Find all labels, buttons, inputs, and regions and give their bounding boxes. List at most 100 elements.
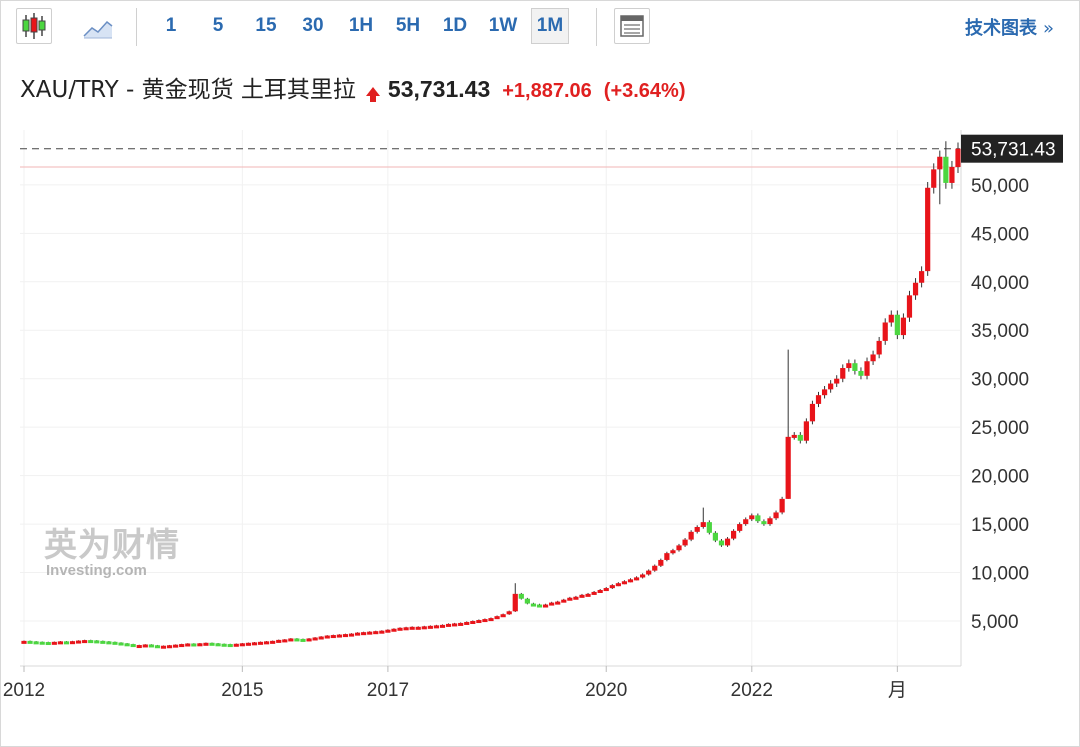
candle-body [779,498,785,513]
candle-body [591,591,597,595]
y-tick-label: 50,000 [971,176,1029,197]
candle-body [518,593,524,599]
y-tick-label: 15,000 [971,515,1029,536]
candle-body [336,634,342,638]
candle-body [482,619,488,623]
candle-body [27,640,33,644]
candle-body [330,635,336,639]
timeframe-button-15[interactable]: 15 [255,15,277,36]
candle-body [276,639,282,643]
candle-body [215,643,221,647]
x-tick-label: 2012 [3,680,45,701]
last-price-label: 53,731.43 [971,140,1056,161]
candle-body [858,370,864,376]
candle-body [464,621,470,625]
candle-body [373,631,379,635]
candle-body [166,645,173,649]
candle-body [63,641,70,645]
candle-body [870,354,876,362]
tech-chart-link[interactable]: 技术图表» [965,14,1054,40]
timeframe-button-1h[interactable]: 1H [348,15,374,36]
candle-body [797,434,803,441]
candle-body [512,593,518,612]
candle-body [888,314,894,323]
candle-body [294,638,300,642]
candle-body [270,640,276,644]
candle-body [937,156,943,170]
instrument-name: XAU/TRY - 黄金现货 土耳其里拉 [20,77,356,103]
investing-logo: 英为财情 Investing.com [44,526,180,579]
candle-body [160,645,167,649]
candle-body [603,588,609,592]
candle-body [658,559,664,566]
x-tick-label: 2022 [731,680,773,701]
candle-body [82,640,88,644]
last-price-marker: 53,731.43 [961,134,1063,163]
timeframe-button-1w[interactable]: 1W [488,15,518,36]
candle-body [94,640,100,644]
candle-body [919,271,925,283]
candle-body [409,626,415,630]
candle-body [118,642,124,646]
candle-body [148,644,154,648]
table-view-icon[interactable] [614,8,650,44]
timeframe-button-30[interactable]: 30 [302,15,324,36]
candle-body [894,314,900,336]
candle-body [749,515,755,520]
candle-body [506,611,512,615]
candle-body [767,518,773,525]
candle-body [415,626,421,630]
plot-area [20,130,961,666]
candle-body [445,623,452,627]
price-change-percent: (+3.64%) [603,80,686,102]
tech-chart-label: 技术图表 [964,18,1037,39]
candle-body [852,363,858,371]
candle-body [439,624,446,628]
candle-body [45,642,51,646]
candle-body [900,317,907,336]
candle-body [33,641,39,645]
timeframe-button-1[interactable]: 1 [165,15,177,36]
candle-body [173,644,179,648]
candle-body [300,638,306,642]
candle-body [179,644,185,648]
reference-lines [20,148,960,168]
candle-body [682,539,688,546]
candle-body [500,614,506,618]
candlestick-icon[interactable] [16,8,52,44]
watermark-en: Investing.com [46,562,147,579]
candle-body [397,627,403,631]
candle-body [633,577,640,581]
candle-body [470,621,476,624]
candle-body [646,570,652,575]
candle-body [136,645,142,649]
timeframe-button-5h[interactable]: 5H [395,15,421,36]
candle-body [943,156,949,183]
x-axis: 2012 2015 2017 2020 2022 月 [3,665,961,701]
candle-body [585,593,591,597]
candle-body [561,599,567,603]
candle-body [367,631,373,635]
candle-body [154,645,161,649]
candle-body [233,643,239,647]
candle-body [354,632,361,636]
candle-body [494,616,500,620]
candle-body [403,627,409,631]
y-tick-label: 10,000 [971,564,1029,585]
area-chart-icon[interactable] [80,10,116,44]
x-tick-label: 2015 [221,680,263,701]
candle-body [385,629,391,633]
quote-header: XAU/TRY - 黄金现货 土耳其里拉 53,731.43 +1,887.06 (+… [20,72,686,106]
timeframe-button-1m[interactable]: 1M [531,8,569,44]
timeframe-button-1d[interactable]: 1D [442,15,468,36]
candle-body [906,295,913,318]
candle-body [530,603,537,607]
candle-body [142,644,148,648]
timeframe-button-5[interactable]: 5 [212,15,224,36]
candle-body [112,641,118,645]
candle-body [342,634,349,638]
candle-body [21,640,27,644]
candle-body [925,187,931,272]
candle-body [555,601,561,605]
